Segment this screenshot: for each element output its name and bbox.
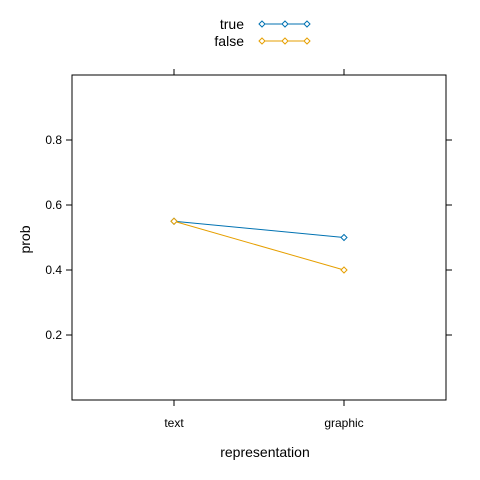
series-point-false [340,266,348,274]
series-line-true [173,220,345,238]
legend-label-false: false [214,33,244,49]
series-layer [170,217,348,274]
y-tick-label: 0.2 [45,328,62,342]
series-line-false [173,220,345,271]
y-axis: 0.2 0.4 0.6 0.8 [45,133,452,342]
y-tick-label: 0.6 [45,198,62,212]
x-axis-label: representation [220,444,310,460]
legend-label-true: true [220,16,244,32]
legend-marker-false [258,37,266,45]
y-axis-label: prob [17,225,33,253]
legend-marker-false [303,37,311,45]
x-tick-label: graphic [324,416,363,430]
y-tick-label: 0.4 [45,263,62,277]
plot-panel [71,74,447,401]
series-point-false [170,217,178,225]
legend-marker-true [258,20,266,28]
legend-marker-true [281,20,289,28]
y-tick-label: 0.8 [45,133,62,147]
x-tick-label: text [164,416,184,430]
legend-marker-false [281,37,289,45]
series-point-true [340,233,348,242]
x-axis: text graphic [164,69,364,430]
legend-marker-true [303,20,311,28]
